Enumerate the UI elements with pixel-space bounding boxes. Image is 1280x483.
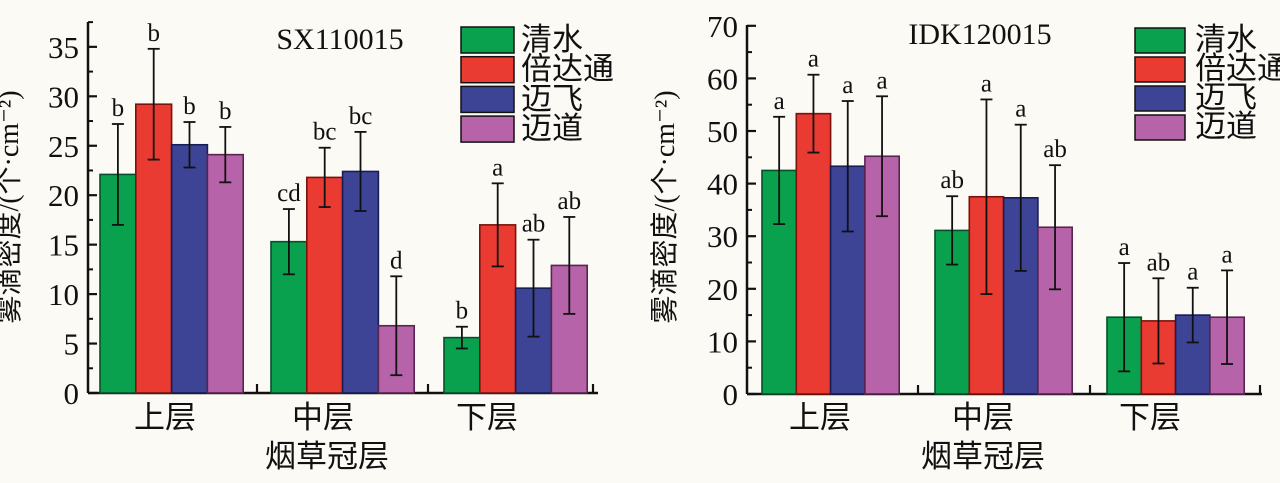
sig-letter: d — [390, 247, 403, 274]
y-axis-title: 雾滴密度/(个·cm⁻²) — [0, 90, 25, 323]
sig-letter: a — [808, 46, 819, 73]
legend-label: 迈道 — [1195, 109, 1257, 144]
bar-s3-c0 — [206, 153, 244, 394]
legend-swatch — [1134, 27, 1186, 54]
sig-letter: ab — [522, 211, 546, 238]
legend-swatch — [1134, 56, 1186, 83]
x-category-label: 上层 — [789, 400, 851, 435]
sig-letter: b — [183, 93, 196, 120]
y-tick-label: 40 — [707, 167, 738, 202]
sig-letter: b — [456, 298, 469, 325]
y-tick-label: 70 — [707, 9, 738, 44]
chart-title: SX110015 — [276, 23, 403, 56]
x-category-label: 下层 — [456, 400, 518, 435]
y-tick-label: 10 — [48, 277, 79, 312]
legend-label: 清水 — [521, 22, 583, 57]
bar-s1-c1 — [305, 176, 344, 394]
chart-panel-idk120015: 0 10 20 30 40 50 60 70 a ab a a a ab a a a a ab a 上层 中层 下层 烟草冠层… — [640, 0, 1280, 478]
y-tick-label: 60 — [707, 61, 738, 96]
chart-panel-sx110015: 0 5 10 15 20 25 30 35 b cd b b bc a b bc ab b d ab 上层 中层 下层 烟草冠… — [0, 0, 640, 478]
sig-letter: b — [219, 98, 232, 125]
sig-letter: a — [1221, 241, 1232, 268]
sig-letter: a — [1119, 234, 1130, 261]
sig-letter: a — [1015, 96, 1026, 123]
sig-letter: cd — [277, 180, 301, 207]
sig-letter: bc — [349, 103, 373, 130]
sig-letter: b — [112, 95, 125, 122]
x-category-label: 下层 — [1119, 400, 1181, 435]
sig-letter: b — [147, 20, 160, 47]
legend-swatch — [460, 55, 515, 84]
sig-letter: a — [981, 70, 992, 97]
sig-letter: a — [1187, 259, 1198, 286]
sig-letter: ab — [557, 188, 581, 215]
legend-label: 迈道 — [521, 111, 583, 146]
x-category-label: 上层 — [134, 400, 196, 435]
sig-letter: a — [876, 67, 887, 94]
x-category-label: 中层 — [952, 400, 1014, 435]
y-tick-label: 30 — [48, 79, 79, 114]
legend-swatch — [460, 26, 515, 54]
bar-s0-c0 — [761, 169, 798, 395]
y-tick-label: 30 — [707, 219, 738, 254]
x-axis-title: 烟草冠层 — [265, 439, 389, 474]
legend-label: 迈飞 — [521, 81, 583, 116]
y-tick-label: 20 — [707, 272, 738, 307]
y-tick-label: 20 — [48, 178, 79, 213]
sig-letter: bc — [313, 119, 337, 146]
legend-swatch — [1134, 85, 1186, 112]
x-category-label: 中层 — [292, 400, 354, 435]
legend-label: 倍达通 — [521, 52, 614, 87]
legend-swatch — [460, 115, 515, 143]
x-axis-title: 烟草冠层 — [921, 439, 1045, 474]
sig-letter: a — [774, 88, 785, 115]
y-tick-label: 5 — [64, 327, 80, 362]
y-tick-label: 25 — [48, 129, 79, 164]
sig-letter: ab — [1043, 136, 1067, 163]
sig-letter: ab — [940, 167, 964, 194]
sig-letter: ab — [1147, 249, 1171, 276]
y-tick-label: 35 — [48, 30, 79, 65]
legend-swatch — [460, 85, 515, 114]
sig-letter: a — [492, 154, 503, 181]
bar-s1-c0 — [795, 112, 832, 395]
bar-s2-c0 — [170, 143, 209, 394]
y-tick-label: 0 — [64, 376, 80, 411]
legend-swatch — [1134, 114, 1186, 141]
y-axis-title: 雾滴密度/(个·cm⁻²) — [649, 90, 681, 323]
sig-letter: a — [842, 72, 853, 99]
legend-label: 清水 — [1195, 22, 1257, 57]
y-tick-label: 10 — [707, 324, 738, 359]
legend-label: 迈飞 — [1195, 80, 1257, 115]
y-tick-label: 50 — [707, 114, 738, 149]
y-tick-label: 0 — [723, 377, 739, 412]
chart-title: IDK120015 — [908, 18, 1051, 51]
legend-label: 倍达通 — [1195, 51, 1280, 86]
y-tick-label: 15 — [48, 228, 79, 263]
